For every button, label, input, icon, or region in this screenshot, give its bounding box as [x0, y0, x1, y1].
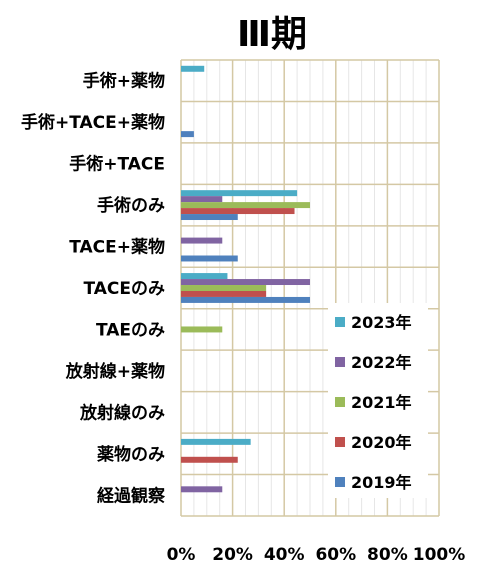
bar-2022年-経過観察: [181, 486, 223, 493]
legend-label: 2022年: [351, 353, 412, 372]
bar-2023年-手術+薬物: [181, 65, 205, 72]
legend-swatch-2021年: [335, 397, 345, 407]
legend-label: 2020年: [351, 433, 412, 452]
bar-2021年-手術のみ: [181, 202, 310, 209]
bar-2020年-手術のみ: [181, 208, 295, 215]
bar-2022年-手術のみ: [181, 196, 223, 203]
category-label: TACEのみ: [83, 279, 165, 299]
bar-2020年-TACEのみ: [181, 290, 267, 297]
bar-2023年-TACEのみ: [181, 273, 228, 280]
legend-label: 2021年: [351, 393, 412, 412]
bar-2022年-TACE+薬物: [181, 237, 223, 244]
x-tick-label: 40%: [264, 545, 305, 565]
chart-title: Ⅲ期: [237, 14, 307, 55]
bar-2019年-手術+TACE+薬物: [181, 131, 194, 138]
legend-swatch-2020年: [335, 437, 345, 447]
category-label: 放射線+薬物: [65, 361, 165, 382]
x-tick-label: 80%: [367, 545, 408, 565]
category-label: 手術+薬物: [83, 71, 165, 92]
bar-2023年-手術のみ: [181, 190, 298, 197]
bar-2021年-TACEのみ: [181, 285, 267, 291]
category-label: TAEのみ: [96, 320, 165, 340]
category-label: 手術+TACE+薬物: [21, 112, 165, 133]
bar-2020年-薬物のみ: [181, 456, 238, 463]
legend-swatch-2019年: [335, 477, 345, 487]
bar-2022年-TACEのみ: [181, 279, 310, 286]
legend-label: 2023年: [351, 313, 412, 332]
legend-swatch-2022年: [335, 357, 345, 367]
bar-2023年-薬物のみ: [181, 438, 251, 445]
category-label: 手術+TACE: [69, 154, 165, 175]
legend-swatch-2023年: [335, 317, 345, 327]
bar-2019年-TACE+薬物: [181, 255, 238, 262]
category-label: 経過観察: [97, 485, 166, 506]
x-tick-label: 20%: [212, 545, 253, 565]
x-tick-label: 100%: [413, 545, 466, 565]
bar-2019年-TACEのみ: [181, 296, 310, 303]
x-tick-label: 60%: [315, 545, 356, 565]
legend-label: 2019年: [351, 473, 412, 492]
category-label: TACE+薬物: [69, 237, 165, 258]
bar-2019年-手術のみ: [181, 214, 238, 221]
category-label: 放射線のみ: [79, 402, 165, 423]
category-label: 薬物のみ: [97, 444, 165, 465]
category-label: 手術のみ: [97, 195, 165, 216]
bar-2021年-TAEのみ: [181, 326, 223, 333]
x-tick-label: 0%: [167, 545, 196, 565]
